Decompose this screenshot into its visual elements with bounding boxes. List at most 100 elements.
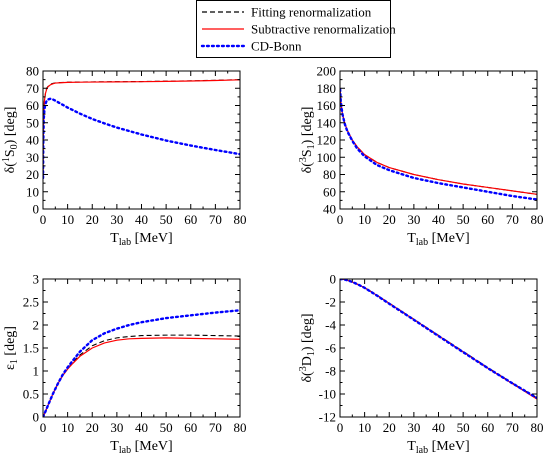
x-tick-label: 40 bbox=[432, 420, 445, 435]
x-tick-label: 60 bbox=[184, 212, 197, 227]
plot-frame bbox=[339, 70, 538, 210]
x-tick-label: 40 bbox=[135, 420, 148, 435]
y-tick-label: 0 bbox=[33, 410, 40, 425]
series-line-2 bbox=[43, 337, 240, 417]
series-group bbox=[340, 279, 537, 400]
y-tick-label: 100 bbox=[317, 150, 337, 165]
y-tick-label: 40 bbox=[323, 202, 336, 217]
y-tick-label: 180 bbox=[317, 81, 337, 96]
y-axis-label: δ(3D1) [deg] bbox=[298, 313, 317, 382]
x-tick-label: 80 bbox=[531, 212, 544, 227]
series-line-1 bbox=[43, 79, 240, 178]
x-tick-label: 70 bbox=[209, 212, 222, 227]
panel-eps1: 0 10 20 30 40 50 60 70 80 0 0.5 1 1.5 2 2.5 3 Tlab [MeV]… bbox=[3, 272, 247, 453]
x-tick-label: 80 bbox=[531, 420, 544, 435]
x-tick-label: 50 bbox=[457, 420, 470, 435]
y-tick-label: 120 bbox=[317, 133, 337, 148]
y-tick-label: -12 bbox=[319, 410, 336, 425]
y-tick-label: 0 bbox=[330, 272, 337, 287]
y-tick-label: 20 bbox=[26, 167, 39, 182]
series-line-1 bbox=[340, 89, 537, 195]
x-tick-label: 30 bbox=[407, 212, 420, 227]
y-axis-label: δ(3S1) [deg] bbox=[298, 107, 317, 174]
y-tick-label: 80 bbox=[323, 167, 336, 182]
x-tick-label: 10 bbox=[358, 212, 371, 227]
y-tick-label: 60 bbox=[26, 98, 39, 113]
y-tick-label: 160 bbox=[317, 98, 337, 113]
x-tick-label: 70 bbox=[506, 420, 519, 435]
x-tick-label: 40 bbox=[432, 212, 445, 227]
plot-frame bbox=[42, 278, 241, 418]
y-tick-label: 3 bbox=[33, 272, 40, 287]
legend-label: Fitting renormalization bbox=[251, 5, 372, 20]
y-tick-label: -2 bbox=[325, 295, 336, 310]
legend: Fitting renormalization Subtractive renor… bbox=[196, 0, 396, 58]
legend-label: Subtractive renormalization bbox=[251, 22, 396, 37]
x-tick-label: 50 bbox=[160, 420, 173, 435]
y-tick-label: 1 bbox=[33, 364, 40, 379]
x-tick-label: 40 bbox=[135, 212, 148, 227]
x-tick-label: 10 bbox=[61, 212, 74, 227]
x-tick-label: 20 bbox=[383, 212, 396, 227]
x-tick-label: 20 bbox=[86, 420, 99, 435]
x-tick-label: 60 bbox=[184, 420, 197, 435]
x-tick-label: 50 bbox=[160, 212, 173, 227]
y-tick-label: 70 bbox=[26, 81, 39, 96]
y-tick-label: -10 bbox=[319, 387, 336, 402]
y-tick-label: -8 bbox=[325, 364, 336, 379]
x-tick-label: 30 bbox=[110, 420, 123, 435]
x-tick-label: 50 bbox=[457, 212, 470, 227]
y-tick-label: 1.5 bbox=[23, 341, 39, 356]
panel-3S1: 0 10 20 30 40 50 60 70 80 40 60 80 100 120 140 160 180 20… bbox=[298, 64, 544, 249]
y-tick-label: 200 bbox=[317, 64, 337, 79]
plot-frame bbox=[339, 278, 538, 418]
x-tick-label: 60 bbox=[481, 420, 494, 435]
series-group bbox=[43, 309, 240, 417]
y-tick-label: 30 bbox=[26, 150, 39, 165]
series-line-1 bbox=[43, 334, 240, 417]
x-tick-label: 20 bbox=[86, 212, 99, 227]
series-group bbox=[43, 79, 240, 180]
x-tick-label: 60 bbox=[481, 212, 494, 227]
y-tick-label: -6 bbox=[325, 341, 336, 356]
legend-label: CD-Bonn bbox=[251, 39, 302, 54]
y-tick-label: 10 bbox=[26, 184, 39, 199]
x-tick-label: 20 bbox=[383, 420, 396, 435]
y-tick-label: 2 bbox=[33, 318, 40, 333]
y-axis-label: ε1 [deg] bbox=[3, 326, 20, 370]
y-tick-label: 0.5 bbox=[23, 387, 39, 402]
y-axis-label: δ(1S0) [deg] bbox=[1, 107, 20, 174]
x-tick-label: 80 bbox=[234, 212, 247, 227]
x-tick-label: 0 bbox=[40, 420, 47, 435]
x-tick-label: 70 bbox=[506, 212, 519, 227]
series-line-3 bbox=[43, 97, 240, 180]
x-tick-label: 30 bbox=[110, 212, 123, 227]
series-line-2 bbox=[43, 79, 240, 178]
y-tick-label: 140 bbox=[317, 115, 337, 130]
y-tick-label: 80 bbox=[26, 64, 39, 79]
x-tick-label: 0 bbox=[337, 212, 344, 227]
series-line-3 bbox=[43, 309, 240, 417]
series-line-2 bbox=[340, 89, 537, 195]
plot-frame bbox=[42, 70, 241, 210]
x-tick-label: 10 bbox=[61, 420, 74, 435]
x-axis-label: Tlab [MeV] bbox=[407, 231, 469, 248]
x-axis-label: Tlab [MeV] bbox=[407, 439, 469, 453]
y-tick-label: 2.5 bbox=[23, 295, 39, 310]
x-tick-label: 70 bbox=[209, 420, 222, 435]
series-line-3 bbox=[340, 279, 537, 400]
series-line-3 bbox=[340, 87, 537, 201]
x-tick-label: 30 bbox=[407, 420, 420, 435]
y-tick-label: 0 bbox=[33, 202, 40, 217]
x-tick-label: 10 bbox=[358, 420, 371, 435]
panel-3D1: 0 10 20 30 40 50 60 70 80 -12 -10 -8 -6 -4 -2 0 Tlab [Me… bbox=[298, 272, 544, 453]
y-tick-label: 60 bbox=[323, 184, 336, 199]
x-tick-label: 80 bbox=[234, 420, 247, 435]
y-tick-label: 40 bbox=[26, 133, 39, 148]
x-tick-label: 0 bbox=[40, 212, 47, 227]
y-tick-label: 50 bbox=[26, 115, 39, 130]
x-tick-label: 0 bbox=[337, 420, 344, 435]
